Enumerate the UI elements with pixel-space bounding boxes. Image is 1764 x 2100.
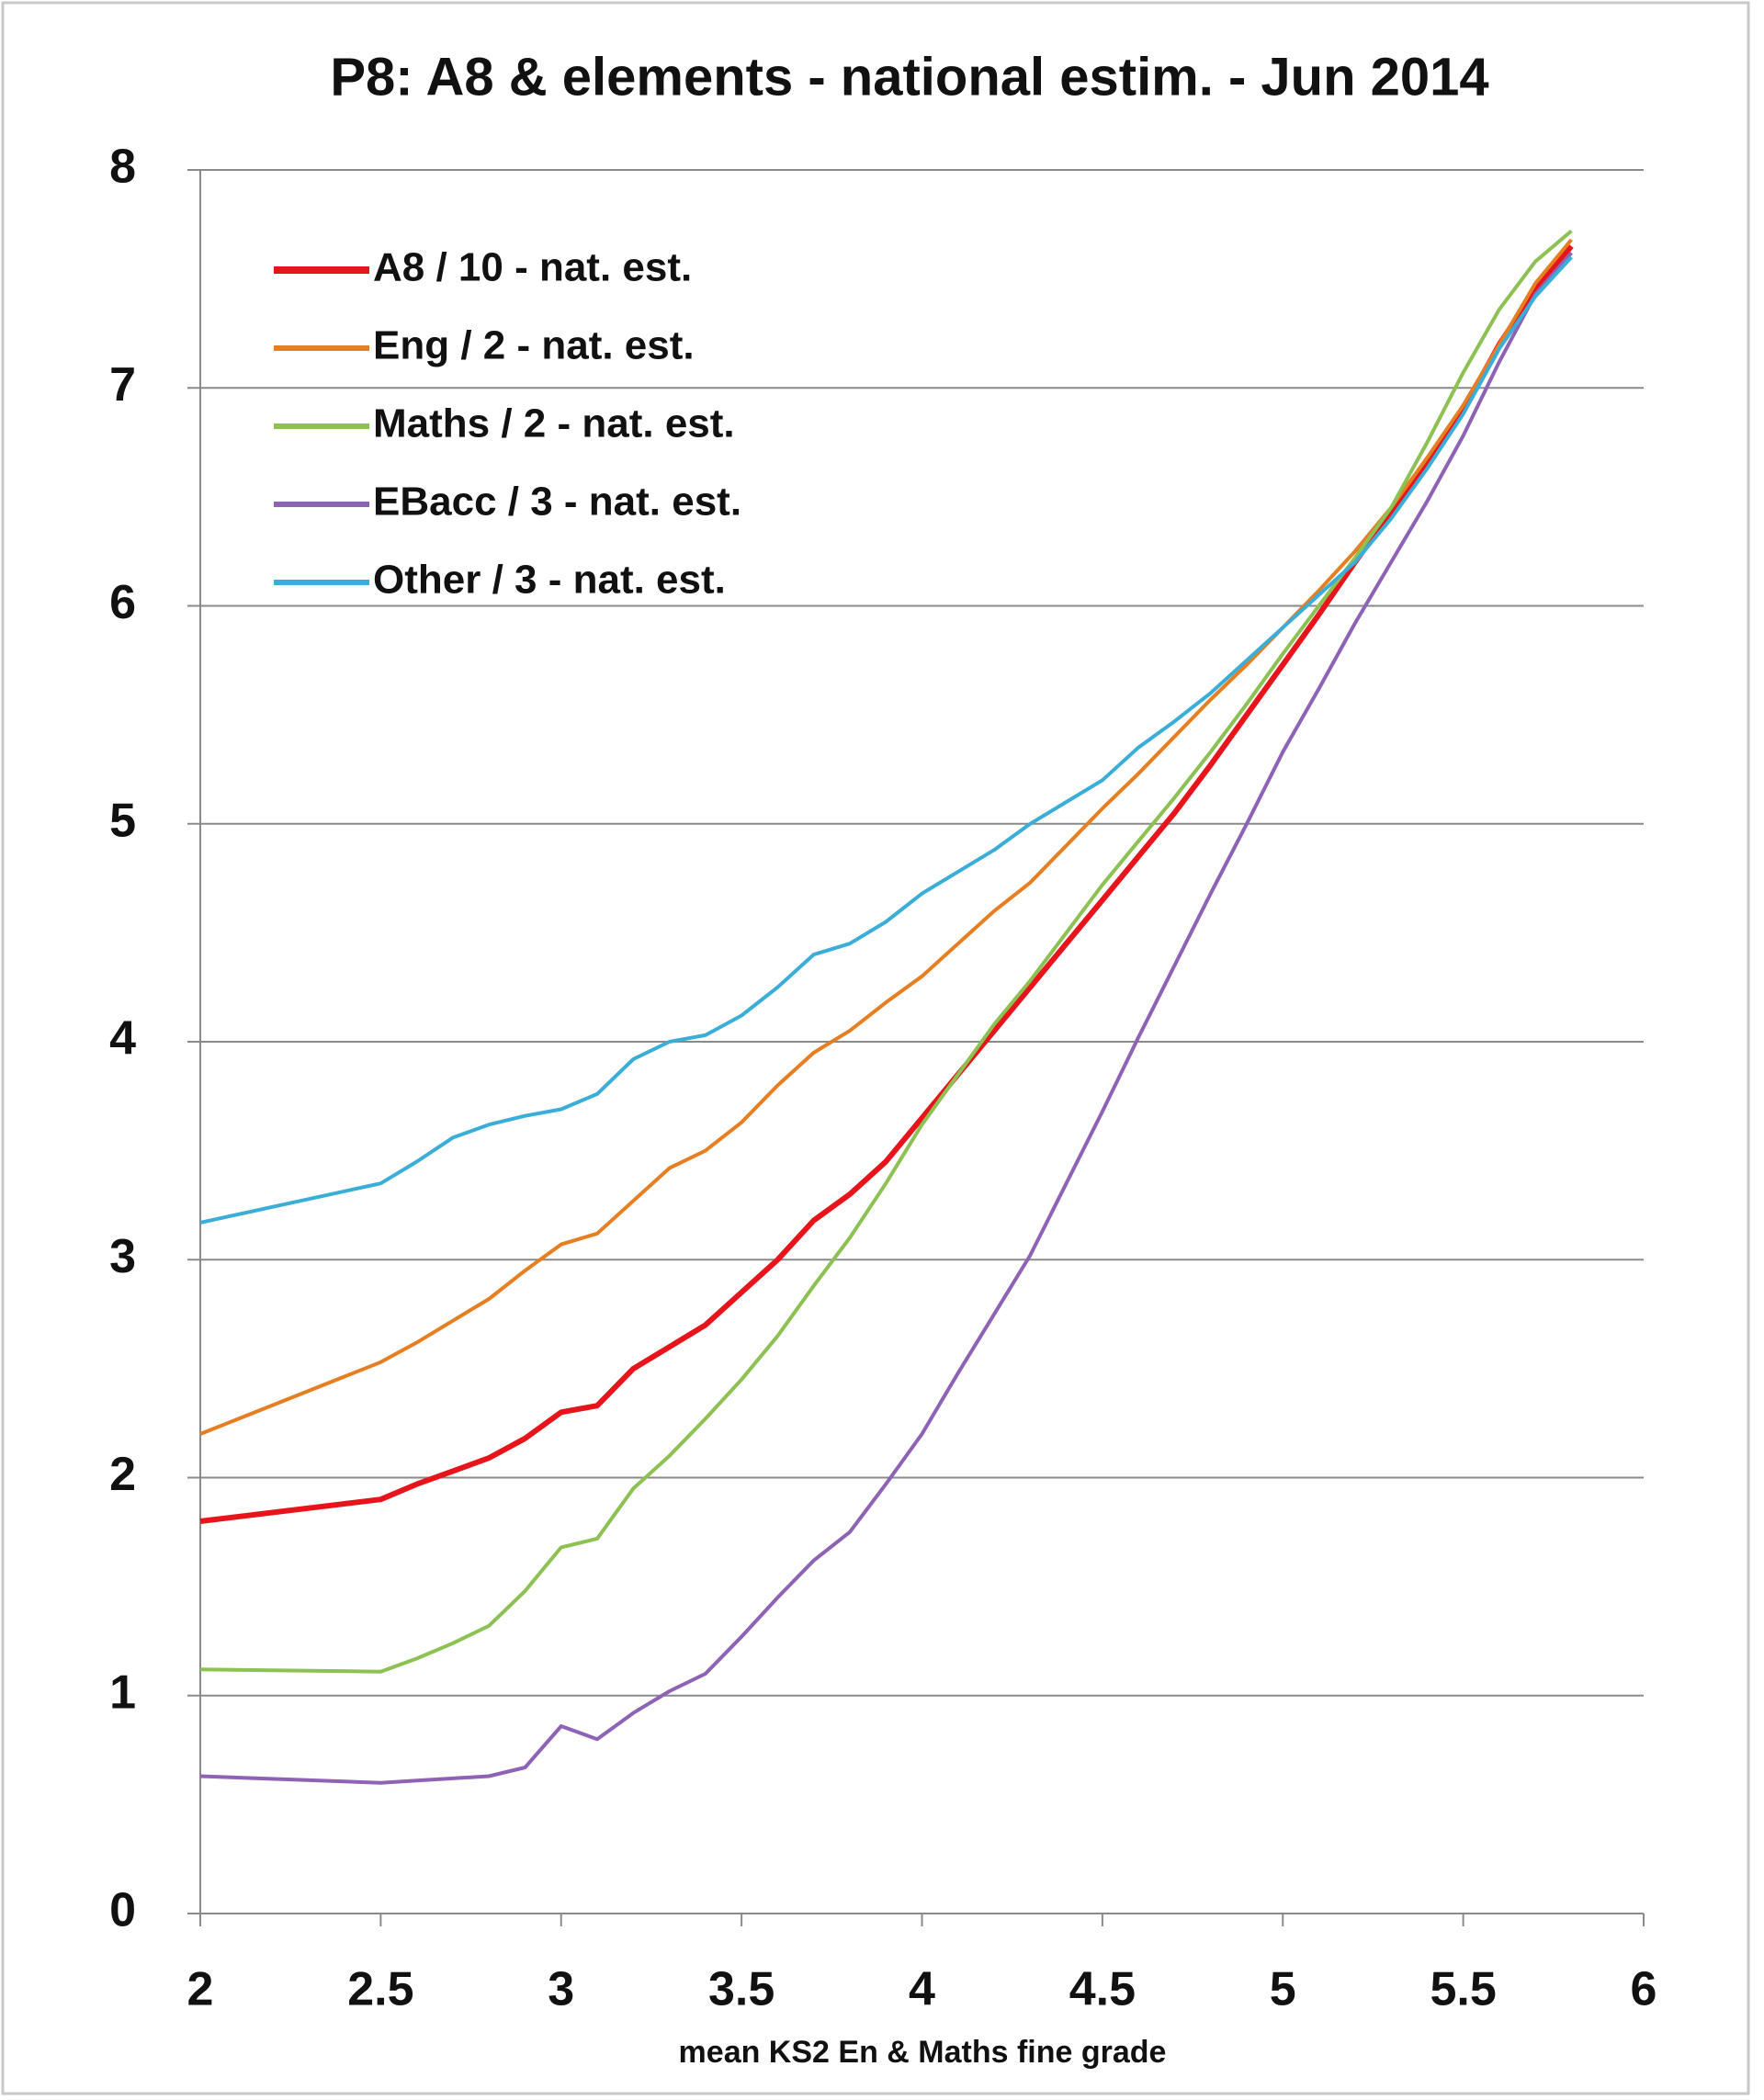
legend-label: A8 / 10 - nat. est. [373, 245, 692, 290]
x-tick-label: 4.5 [1069, 1963, 1136, 2016]
x-tick-label: 5 [1270, 1963, 1296, 2016]
y-tick-label: 4 [109, 1012, 136, 1066]
chart-title: P8: A8 & elements - national estim. - Ju… [330, 47, 1488, 107]
y-tick-label: 2 [109, 1448, 136, 1501]
x-tick-label: 2 [187, 1963, 214, 2016]
y-tick-label: 0 [109, 1884, 136, 1937]
x-axis-label: mean KS2 En & Maths fine grade [679, 2035, 1167, 2070]
legend-label: Maths / 2 - nat. est. [373, 401, 735, 446]
y-tick-label: 6 [109, 576, 136, 629]
legend-label: EBacc / 3 - nat. est. [373, 480, 741, 525]
x-tick-label: 6 [1631, 1963, 1657, 2016]
x-tick-label: 5.5 [1430, 1963, 1496, 2016]
series-line [199, 238, 1573, 1436]
x-tick-label: 3.5 [708, 1963, 775, 2016]
y-tick-label: 8 [109, 141, 136, 194]
x-tick-label: 2.5 [347, 1963, 413, 2016]
legend-label: Eng / 2 - nat. est. [373, 323, 695, 368]
y-tick-label: 3 [109, 1230, 136, 1283]
legend-label: Other / 3 - nat. est. [373, 558, 726, 603]
y-tick-label: 5 [109, 794, 136, 847]
series-line [199, 229, 1573, 1674]
series-line [199, 251, 1573, 1785]
y-tick-label: 1 [109, 1665, 136, 1719]
y-tick-label: 7 [109, 358, 136, 412]
x-tick-label: 3 [548, 1963, 574, 2016]
series-line [199, 255, 1573, 1225]
x-tick-label: 4 [909, 1963, 935, 2016]
